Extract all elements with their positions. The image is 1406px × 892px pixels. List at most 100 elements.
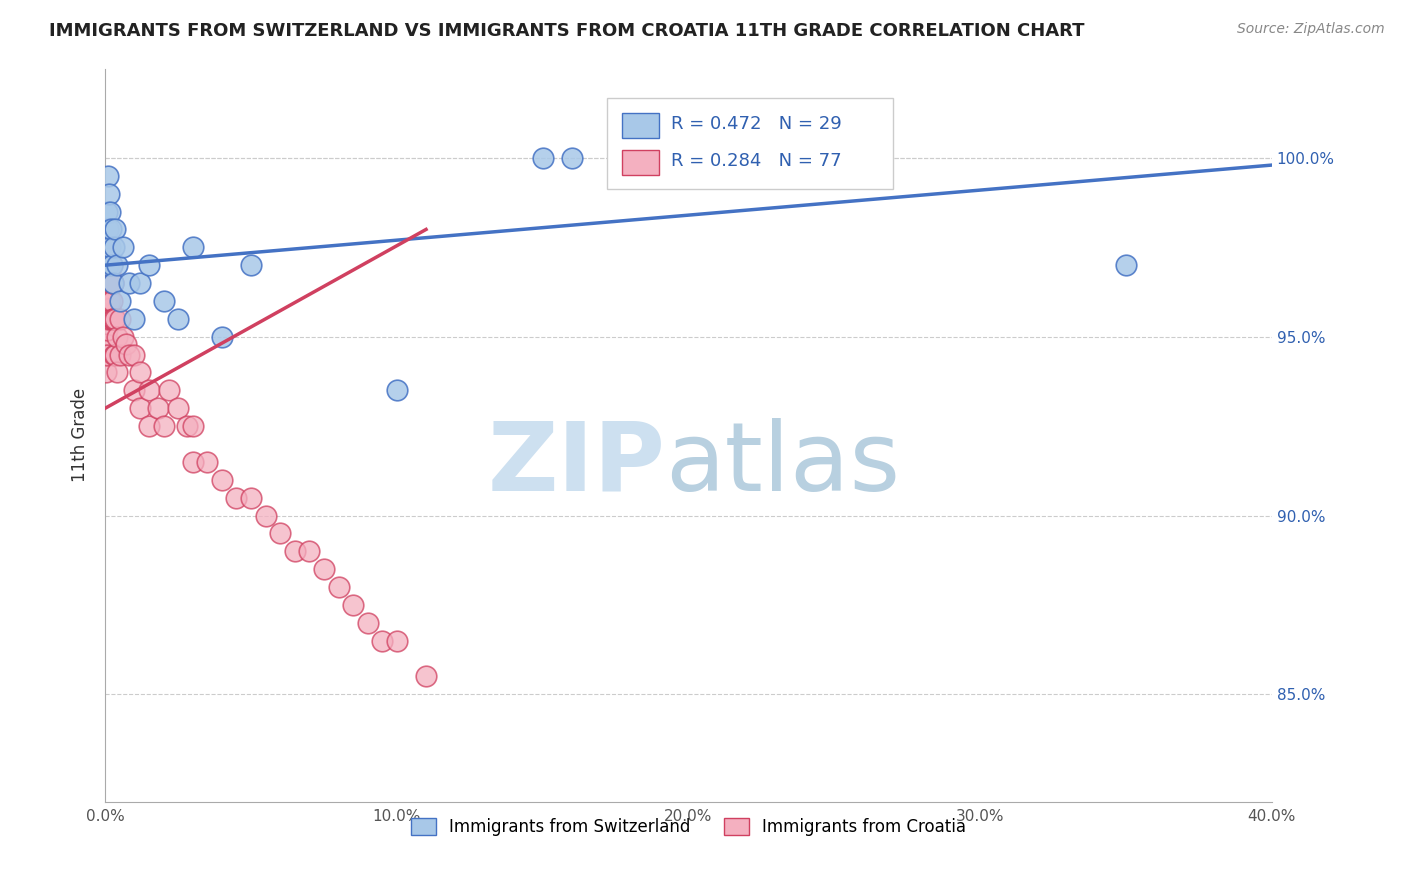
Point bbox=[101, 276, 124, 290]
Point bbox=[167, 401, 190, 416]
Point bbox=[103, 311, 125, 326]
Point bbox=[111, 240, 134, 254]
Point bbox=[96, 286, 118, 301]
Point bbox=[385, 633, 408, 648]
Point bbox=[181, 419, 204, 434]
Point bbox=[105, 329, 128, 343]
Point bbox=[96, 293, 118, 308]
Point bbox=[97, 222, 120, 236]
Point bbox=[94, 348, 117, 362]
Point bbox=[152, 293, 174, 308]
Text: R = 0.284   N = 77: R = 0.284 N = 77 bbox=[671, 152, 842, 169]
Point bbox=[100, 276, 122, 290]
Point bbox=[117, 348, 139, 362]
Point bbox=[97, 286, 120, 301]
Point bbox=[96, 251, 118, 265]
Point bbox=[146, 401, 169, 416]
Point bbox=[1115, 258, 1137, 272]
Point bbox=[98, 258, 121, 272]
Point bbox=[181, 240, 204, 254]
Point bbox=[114, 336, 136, 351]
Text: Source: ZipAtlas.com: Source: ZipAtlas.com bbox=[1237, 22, 1385, 37]
Point bbox=[415, 669, 437, 683]
Point bbox=[96, 204, 118, 219]
Point bbox=[97, 293, 120, 308]
Point bbox=[105, 366, 128, 380]
Point bbox=[98, 311, 121, 326]
Point bbox=[129, 366, 152, 380]
Point bbox=[96, 276, 118, 290]
Point bbox=[96, 293, 118, 308]
Point bbox=[138, 258, 160, 272]
Point bbox=[96, 276, 118, 290]
Point bbox=[108, 348, 131, 362]
Point bbox=[98, 301, 121, 315]
Point bbox=[100, 293, 122, 308]
Point bbox=[96, 258, 118, 272]
Point bbox=[103, 348, 125, 362]
Point bbox=[124, 384, 146, 398]
Text: ZIP: ZIP bbox=[488, 417, 665, 511]
Point bbox=[823, 151, 845, 165]
Point bbox=[385, 384, 408, 398]
Point bbox=[342, 598, 364, 612]
Point bbox=[138, 419, 160, 434]
Point bbox=[129, 276, 152, 290]
Point bbox=[100, 293, 122, 308]
Point bbox=[176, 419, 198, 434]
Point bbox=[101, 276, 124, 290]
Point bbox=[124, 311, 146, 326]
Point bbox=[298, 544, 321, 558]
Point bbox=[100, 258, 122, 272]
Point bbox=[96, 311, 118, 326]
Point bbox=[108, 311, 131, 326]
Point bbox=[105, 258, 128, 272]
Point bbox=[97, 258, 120, 272]
Point bbox=[195, 455, 218, 469]
Point bbox=[103, 311, 125, 326]
Point bbox=[97, 258, 120, 272]
Point bbox=[100, 258, 122, 272]
Point bbox=[124, 348, 146, 362]
Point bbox=[96, 336, 118, 351]
FancyBboxPatch shape bbox=[621, 150, 659, 175]
Point bbox=[94, 329, 117, 343]
Point bbox=[96, 322, 118, 336]
Point bbox=[138, 384, 160, 398]
Point bbox=[97, 169, 120, 183]
Point bbox=[98, 204, 121, 219]
Point bbox=[96, 258, 118, 272]
Point bbox=[284, 544, 307, 558]
Point bbox=[100, 265, 122, 279]
Legend: Immigrants from Switzerland, Immigrants from Croatia: Immigrants from Switzerland, Immigrants … bbox=[402, 810, 974, 845]
Point bbox=[108, 293, 131, 308]
Point bbox=[312, 562, 335, 576]
Point bbox=[94, 366, 117, 380]
Point bbox=[98, 276, 121, 290]
Point bbox=[100, 240, 122, 254]
Point bbox=[181, 455, 204, 469]
Point bbox=[211, 473, 233, 487]
Point bbox=[104, 311, 127, 326]
Text: IMMIGRANTS FROM SWITZERLAND VS IMMIGRANTS FROM CROATIA 11TH GRADE CORRELATION CH: IMMIGRANTS FROM SWITZERLAND VS IMMIGRANT… bbox=[49, 22, 1084, 40]
Point bbox=[157, 384, 180, 398]
Point bbox=[357, 615, 380, 630]
Point bbox=[103, 240, 125, 254]
Point bbox=[531, 151, 554, 165]
Point bbox=[96, 265, 118, 279]
Y-axis label: 11th Grade: 11th Grade bbox=[72, 388, 89, 482]
Point bbox=[269, 526, 291, 541]
Point bbox=[111, 329, 134, 343]
Point bbox=[97, 186, 120, 201]
Text: R = 0.472   N = 29: R = 0.472 N = 29 bbox=[671, 115, 842, 133]
Point bbox=[101, 311, 124, 326]
Point bbox=[254, 508, 277, 523]
Point bbox=[94, 311, 117, 326]
Point bbox=[103, 276, 125, 290]
Point bbox=[98, 276, 121, 290]
Point bbox=[152, 419, 174, 434]
Point bbox=[100, 222, 122, 236]
Point bbox=[97, 258, 120, 272]
Point bbox=[97, 240, 120, 254]
Point bbox=[225, 491, 247, 505]
